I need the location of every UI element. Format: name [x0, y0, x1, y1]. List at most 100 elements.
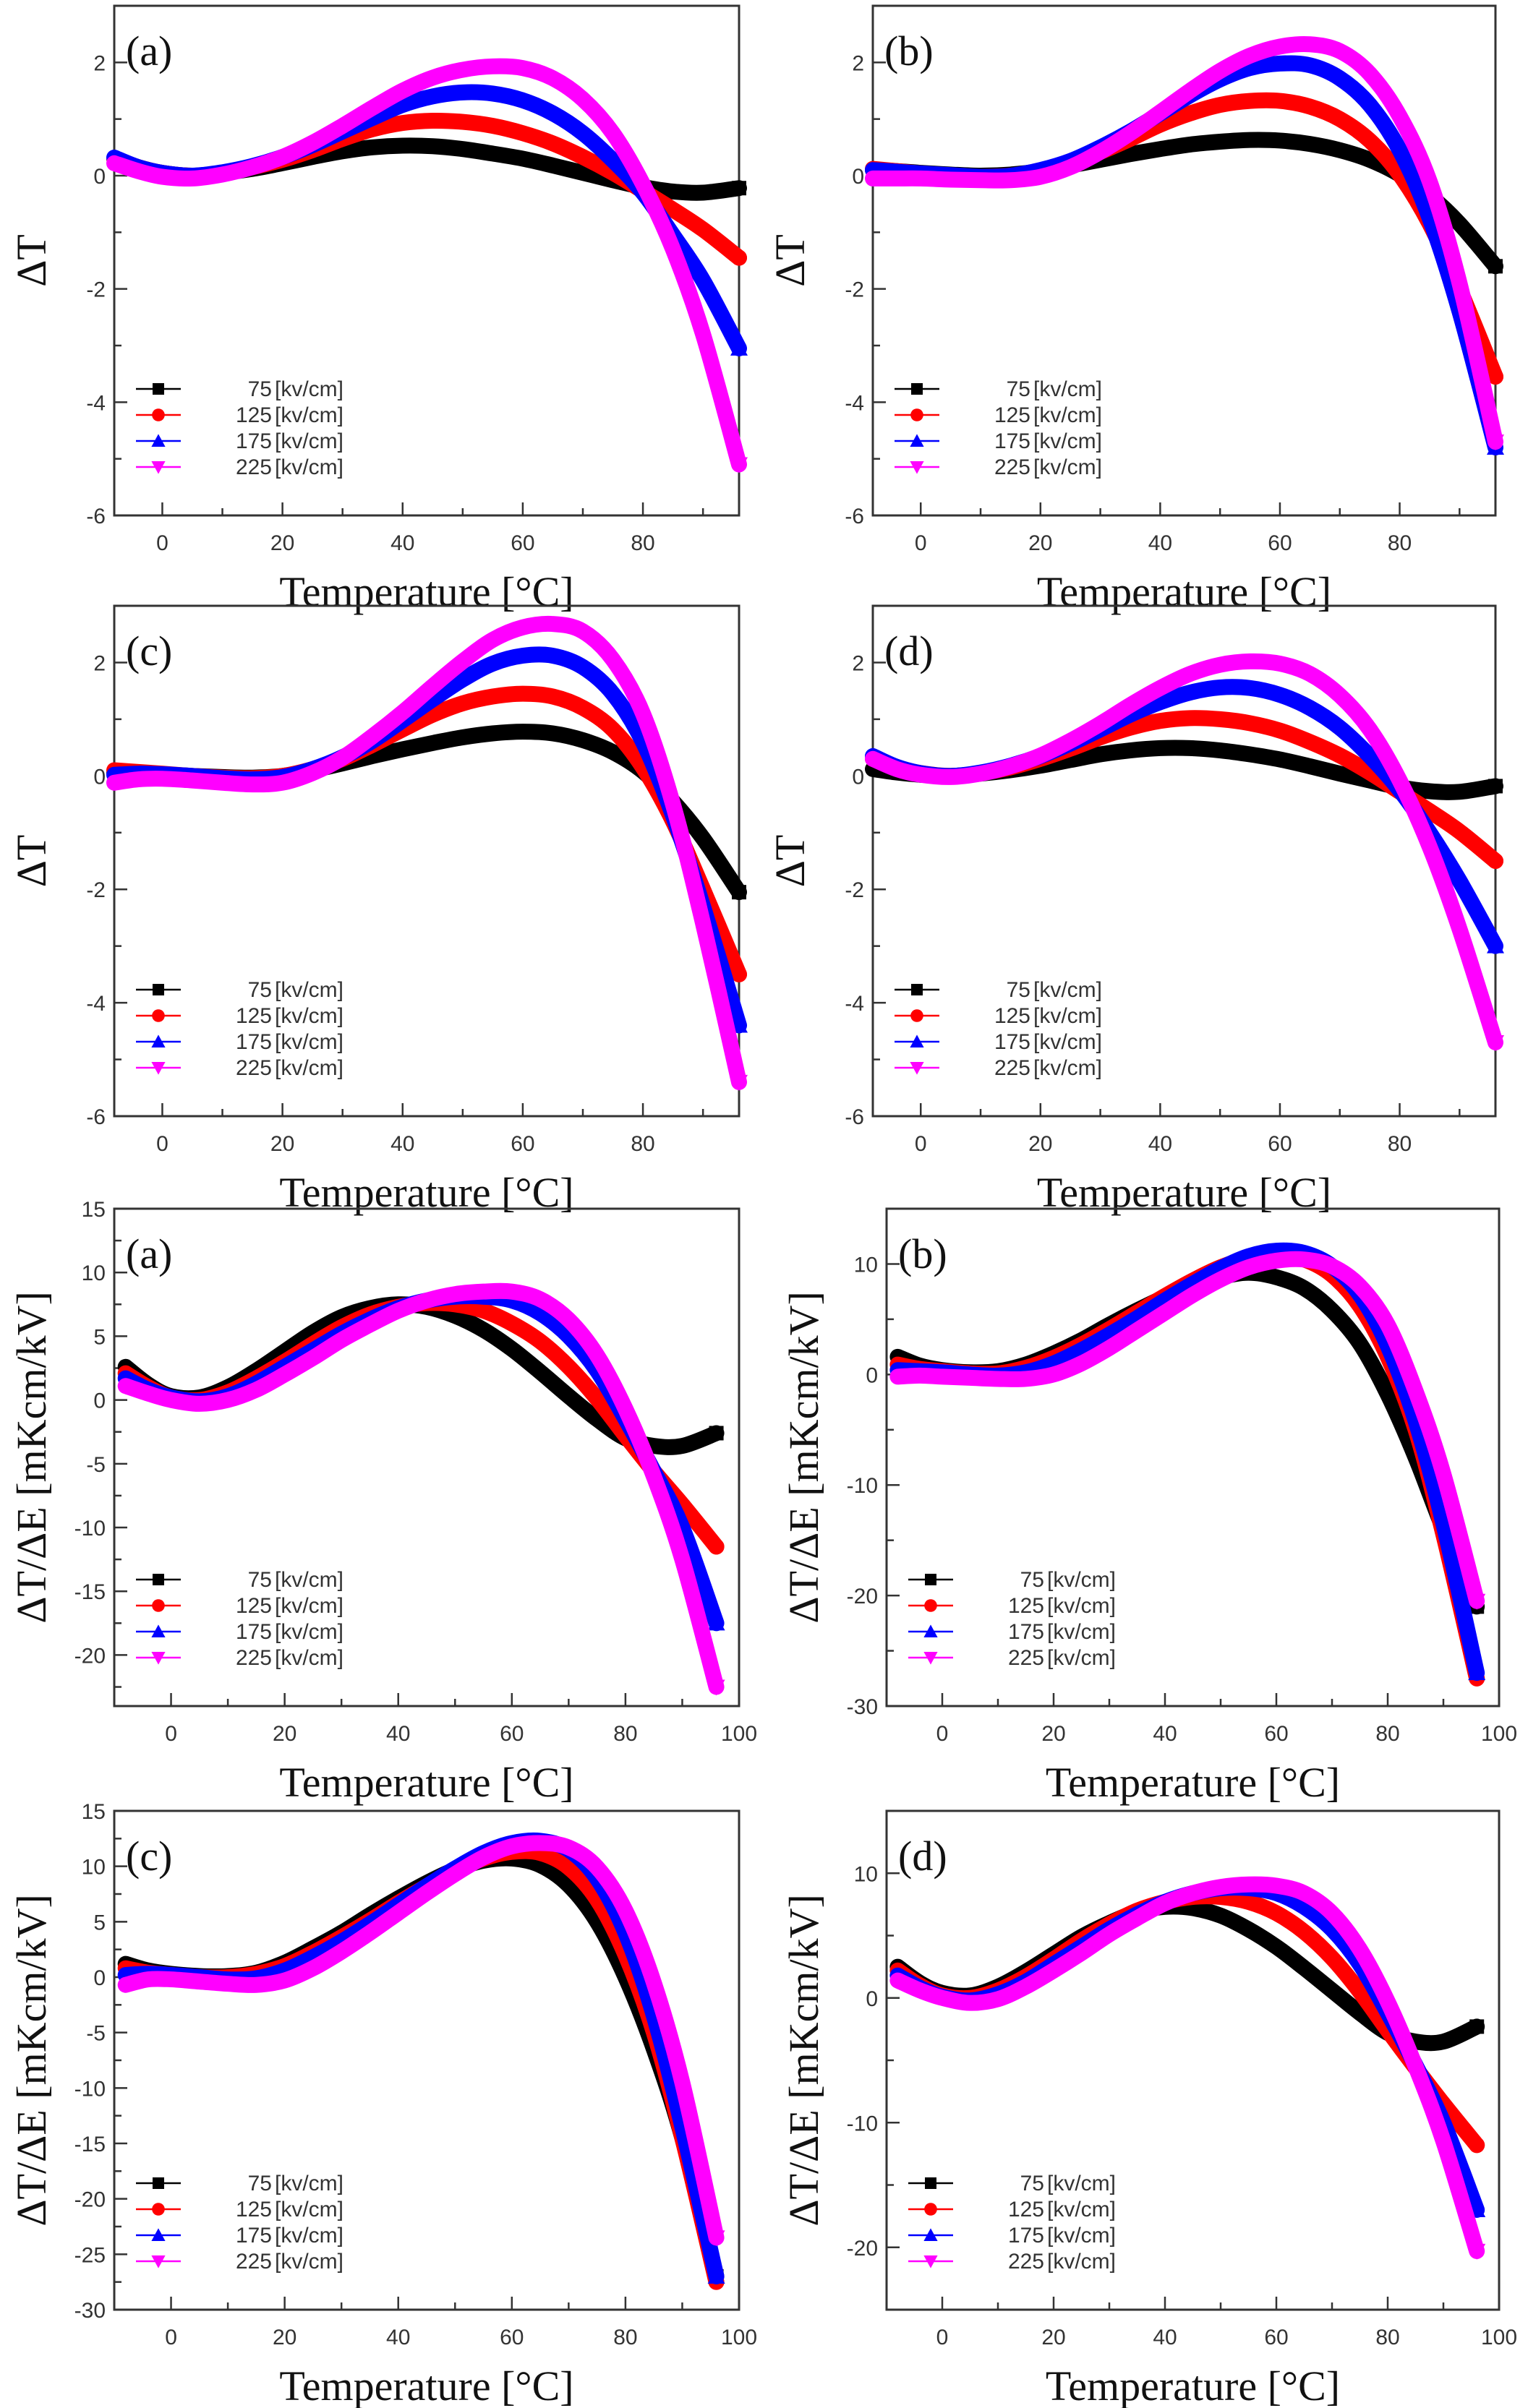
x-tick-label: 80	[613, 2326, 637, 2349]
legend-label: 125	[1008, 1594, 1044, 1618]
series-end-marker	[731, 966, 747, 982]
legend-unit: [kv/cm]	[1047, 1568, 1116, 1592]
series-end-marker	[730, 457, 748, 474]
y-tick-label: -4	[86, 992, 106, 1016]
y-tick-label: -20	[74, 2188, 106, 2212]
x-tick-label: 60	[500, 2326, 524, 2349]
legend-unit: [kv/cm]	[1047, 2172, 1116, 2195]
series-end-marker	[1488, 779, 1503, 794]
legend-label: 75	[248, 1568, 272, 1592]
y-tick-label: 10	[854, 1862, 878, 1886]
series-end-marker	[707, 2268, 725, 2284]
series-end-marker	[732, 181, 746, 196]
x-tick-label: 40	[1148, 531, 1172, 555]
x-tick-label: 20	[273, 1722, 296, 1746]
x-tick-label: 80	[1375, 2326, 1399, 2349]
x-tick-label: 60	[1264, 1722, 1288, 1746]
y-tick-label: 15	[82, 1198, 106, 1222]
legend-unit: [kv/cm]	[275, 978, 343, 1002]
y-tick-label: -2	[845, 278, 864, 302]
legend-item: 225 [kv/cm]	[136, 1056, 343, 1080]
plot-frame	[871, 4, 1497, 517]
panel-5: 0 20 40 60 80 100 -20 -15 -10 -5 0 5 10 15 (a) Temperat…	[8, 1198, 757, 1806]
legend-item: 125 [kv/cm]	[136, 1004, 343, 1028]
series-end-marker	[709, 1426, 724, 1441]
x-tick-label: 100	[721, 2326, 757, 2349]
legend-marker-circle	[910, 1009, 923, 1022]
legend-unit: [kv/cm]	[275, 1620, 343, 1644]
x-tick-label: 60	[1264, 2326, 1288, 2349]
x-tick-label: 20	[270, 531, 294, 555]
x-tick-label: 40	[386, 1722, 410, 1746]
legend: 75 [kv/cm]125 [kv/cm]175 [kv/cm]225 [kv/cm]	[136, 377, 343, 479]
legend-item: 125 [kv/cm]	[908, 1594, 1116, 1618]
x-tick-label: 20	[1028, 531, 1052, 555]
panel-label: (a)	[126, 27, 172, 74]
series-end-marker	[732, 885, 746, 900]
legend-unit: [kv/cm]	[1047, 2224, 1116, 2248]
legend-unit: [kv/cm]	[275, 1030, 343, 1054]
series-end-marker	[1488, 853, 1503, 869]
legend-label: 225	[236, 455, 272, 479]
legend-unit: [kv/cm]	[1033, 1056, 1102, 1080]
legend-item: 75 [kv/cm]	[908, 2172, 1116, 2195]
legend-label: 75	[1020, 1568, 1044, 1592]
legend-label: 225	[236, 1056, 272, 1080]
legend-unit: [kv/cm]	[1047, 2198, 1116, 2221]
legend-label: 225	[994, 1056, 1030, 1080]
x-tick-label: 0	[156, 1132, 168, 1156]
series-end-marker	[1468, 2243, 1486, 2260]
legend-unit: [kv/cm]	[275, 1004, 343, 1028]
y-axis-title: ΔT/ΔE [mKcm/kV]	[8, 1894, 55, 2227]
legend-unit: [kv/cm]	[275, 1646, 343, 1670]
series-end-marker	[730, 339, 748, 356]
y-tick-label: 15	[82, 1800, 106, 1824]
x-axis-title: Temperature [°C]	[279, 1759, 573, 1806]
x-tick-label: 20	[273, 2326, 296, 2349]
panel-1: 0 20 40 60 80 -6 -4 -2 0 2 (a) Temperature [°C] ΔT 75…	[8, 4, 748, 615]
series-end-marker	[1469, 2137, 1485, 2154]
legend: 75 [kv/cm]125 [kv/cm]175 [kv/cm]225 [kv/cm]	[908, 1568, 1116, 1670]
y-tick-label: -2	[86, 278, 106, 302]
y-tick-label: -20	[74, 1644, 106, 1668]
legend-marker-square	[911, 383, 923, 395]
legend-item: 175 [kv/cm]	[895, 1030, 1102, 1054]
legend-unit: [kv/cm]	[1033, 429, 1102, 453]
series-end-marker	[730, 1074, 748, 1091]
panel-label: (b)	[884, 27, 934, 74]
y-tick-label: -20	[847, 1585, 878, 1608]
panel-3: 0 20 40 60 80-6-4-202 (c)Temperature [°C]ΔT75…	[8, 604, 748, 1216]
legend-label: 75	[1007, 978, 1030, 1002]
legend-label: 75	[248, 978, 272, 1002]
panel-label: (c)	[126, 1833, 172, 1880]
x-tick-label: 80	[631, 531, 654, 555]
series-end-marker	[1468, 1593, 1486, 1610]
legend-label: 175	[236, 2224, 272, 2248]
legend-marker-triangle-up	[923, 1624, 938, 1637]
legend-label: 75	[248, 377, 272, 401]
legend-unit: [kv/cm]	[1047, 1646, 1116, 1670]
legend-marker-square	[153, 2177, 164, 2189]
series-end-marker	[707, 1614, 725, 1631]
panel-label: (c)	[126, 627, 172, 674]
panel-7: 0 20 40 60 80 100 -30 -25 -20 -15 -10 -5 0 5 10 15 (c) Te…	[8, 1800, 757, 2408]
y-tick-label: -2	[845, 878, 864, 902]
panel-label: (d)	[898, 1833, 947, 1880]
legend-unit: [kv/cm]	[275, 2172, 343, 2195]
legend-unit: [kv/cm]	[1033, 377, 1102, 401]
y-tick-label: -10	[847, 2112, 878, 2135]
y-tick-label: -20	[847, 2237, 878, 2261]
y-tick-label: 5	[93, 1325, 106, 1349]
y-tick-label: -15	[74, 1580, 106, 1604]
legend-marker-triangle-down	[910, 1062, 924, 1075]
plot-frame	[113, 604, 740, 1118]
y-tick-label: -15	[74, 2133, 106, 2156]
y-tick-label: -5	[86, 2022, 106, 2046]
legend-item: 175 [kv/cm]	[136, 1030, 343, 1054]
legend-marker-circle	[152, 2203, 165, 2216]
legend-marker-square	[153, 984, 164, 995]
series-line-225	[865, 35, 1503, 450]
x-tick-label: 60	[1268, 531, 1292, 555]
legend-item: 225 [kv/cm]	[136, 1646, 343, 1670]
